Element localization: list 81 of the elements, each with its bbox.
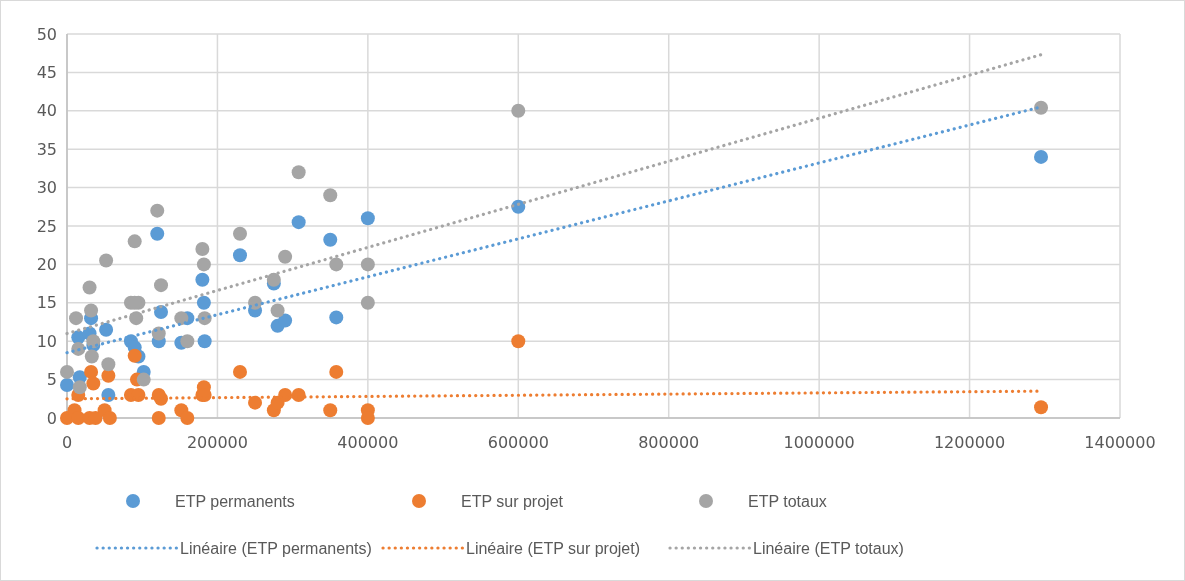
point bbox=[154, 305, 169, 320]
point bbox=[102, 411, 117, 425]
point bbox=[278, 313, 293, 328]
legend-label: ETP totaux bbox=[748, 492, 827, 510]
point bbox=[329, 364, 344, 379]
point bbox=[323, 188, 338, 203]
point bbox=[248, 395, 263, 410]
y-tick-label: 50 bbox=[36, 24, 57, 44]
point bbox=[232, 226, 247, 241]
point bbox=[86, 376, 101, 391]
y-tick-label: 20 bbox=[36, 255, 57, 274]
point bbox=[60, 364, 74, 379]
point bbox=[82, 280, 97, 295]
x-tick-label: 1200000 bbox=[933, 433, 1006, 452]
x-tick-label: 400000 bbox=[337, 433, 399, 452]
y-tick-label: 45 bbox=[36, 63, 57, 82]
y-tick-label: 25 bbox=[36, 216, 57, 236]
x-tick-label: 600000 bbox=[487, 433, 549, 452]
x-tick-label: 1400000 bbox=[1084, 433, 1156, 452]
point bbox=[150, 226, 165, 241]
point bbox=[278, 249, 293, 264]
point bbox=[511, 103, 526, 118]
point bbox=[197, 334, 212, 349]
point bbox=[127, 234, 142, 249]
point bbox=[154, 278, 169, 293]
point bbox=[101, 368, 116, 383]
legend-label: ETP permanents bbox=[175, 492, 295, 510]
legend-label: Linéaire (ETP sur projet) bbox=[466, 539, 640, 557]
y-tick-label: 10 bbox=[36, 331, 57, 351]
y-tick-label: 40 bbox=[36, 101, 57, 121]
point bbox=[329, 257, 344, 272]
x-tick-label: 0 bbox=[61, 433, 73, 452]
x-tick-label: 800000 bbox=[638, 433, 700, 452]
point bbox=[511, 334, 526, 349]
legend-label: Linéaire (ETP permanents) bbox=[180, 539, 372, 557]
point bbox=[1034, 400, 1049, 415]
point bbox=[195, 272, 210, 287]
y-tick-label: 15 bbox=[36, 293, 57, 313]
point bbox=[196, 257, 211, 272]
point bbox=[72, 380, 87, 395]
point bbox=[127, 348, 142, 363]
y-tick-label: 5 bbox=[46, 370, 57, 390]
point bbox=[71, 411, 86, 425]
point bbox=[174, 311, 189, 326]
point bbox=[360, 257, 375, 272]
point bbox=[291, 165, 306, 180]
y-tick-label: 0 bbox=[46, 408, 57, 428]
point bbox=[360, 295, 375, 310]
point bbox=[1034, 149, 1049, 164]
point bbox=[99, 322, 114, 337]
point bbox=[180, 334, 195, 349]
x-tick-label: 200000 bbox=[186, 433, 248, 452]
point bbox=[129, 311, 144, 326]
point bbox=[136, 372, 151, 387]
point bbox=[270, 303, 285, 318]
point bbox=[196, 295, 211, 310]
point bbox=[101, 357, 116, 372]
point bbox=[232, 248, 247, 263]
y-tick-label: 30 bbox=[36, 178, 57, 198]
point bbox=[232, 364, 247, 379]
point bbox=[180, 411, 195, 425]
point bbox=[99, 253, 114, 268]
point bbox=[360, 211, 375, 226]
point bbox=[195, 242, 210, 257]
point bbox=[150, 203, 165, 218]
point bbox=[329, 310, 344, 325]
point bbox=[323, 403, 338, 418]
point bbox=[323, 232, 338, 247]
point bbox=[1034, 100, 1049, 115]
point bbox=[291, 215, 306, 230]
point bbox=[84, 303, 99, 318]
legend-label: ETP sur projet bbox=[461, 492, 564, 510]
x-tick-label: 1000000 bbox=[783, 433, 855, 452]
point bbox=[151, 411, 166, 425]
point bbox=[60, 377, 74, 392]
point bbox=[266, 272, 281, 287]
point bbox=[84, 349, 99, 364]
point bbox=[69, 311, 84, 326]
y-tick-label: 35 bbox=[36, 139, 57, 159]
point bbox=[84, 364, 99, 379]
legend-label: Linéaire (ETP totaux) bbox=[753, 539, 904, 557]
